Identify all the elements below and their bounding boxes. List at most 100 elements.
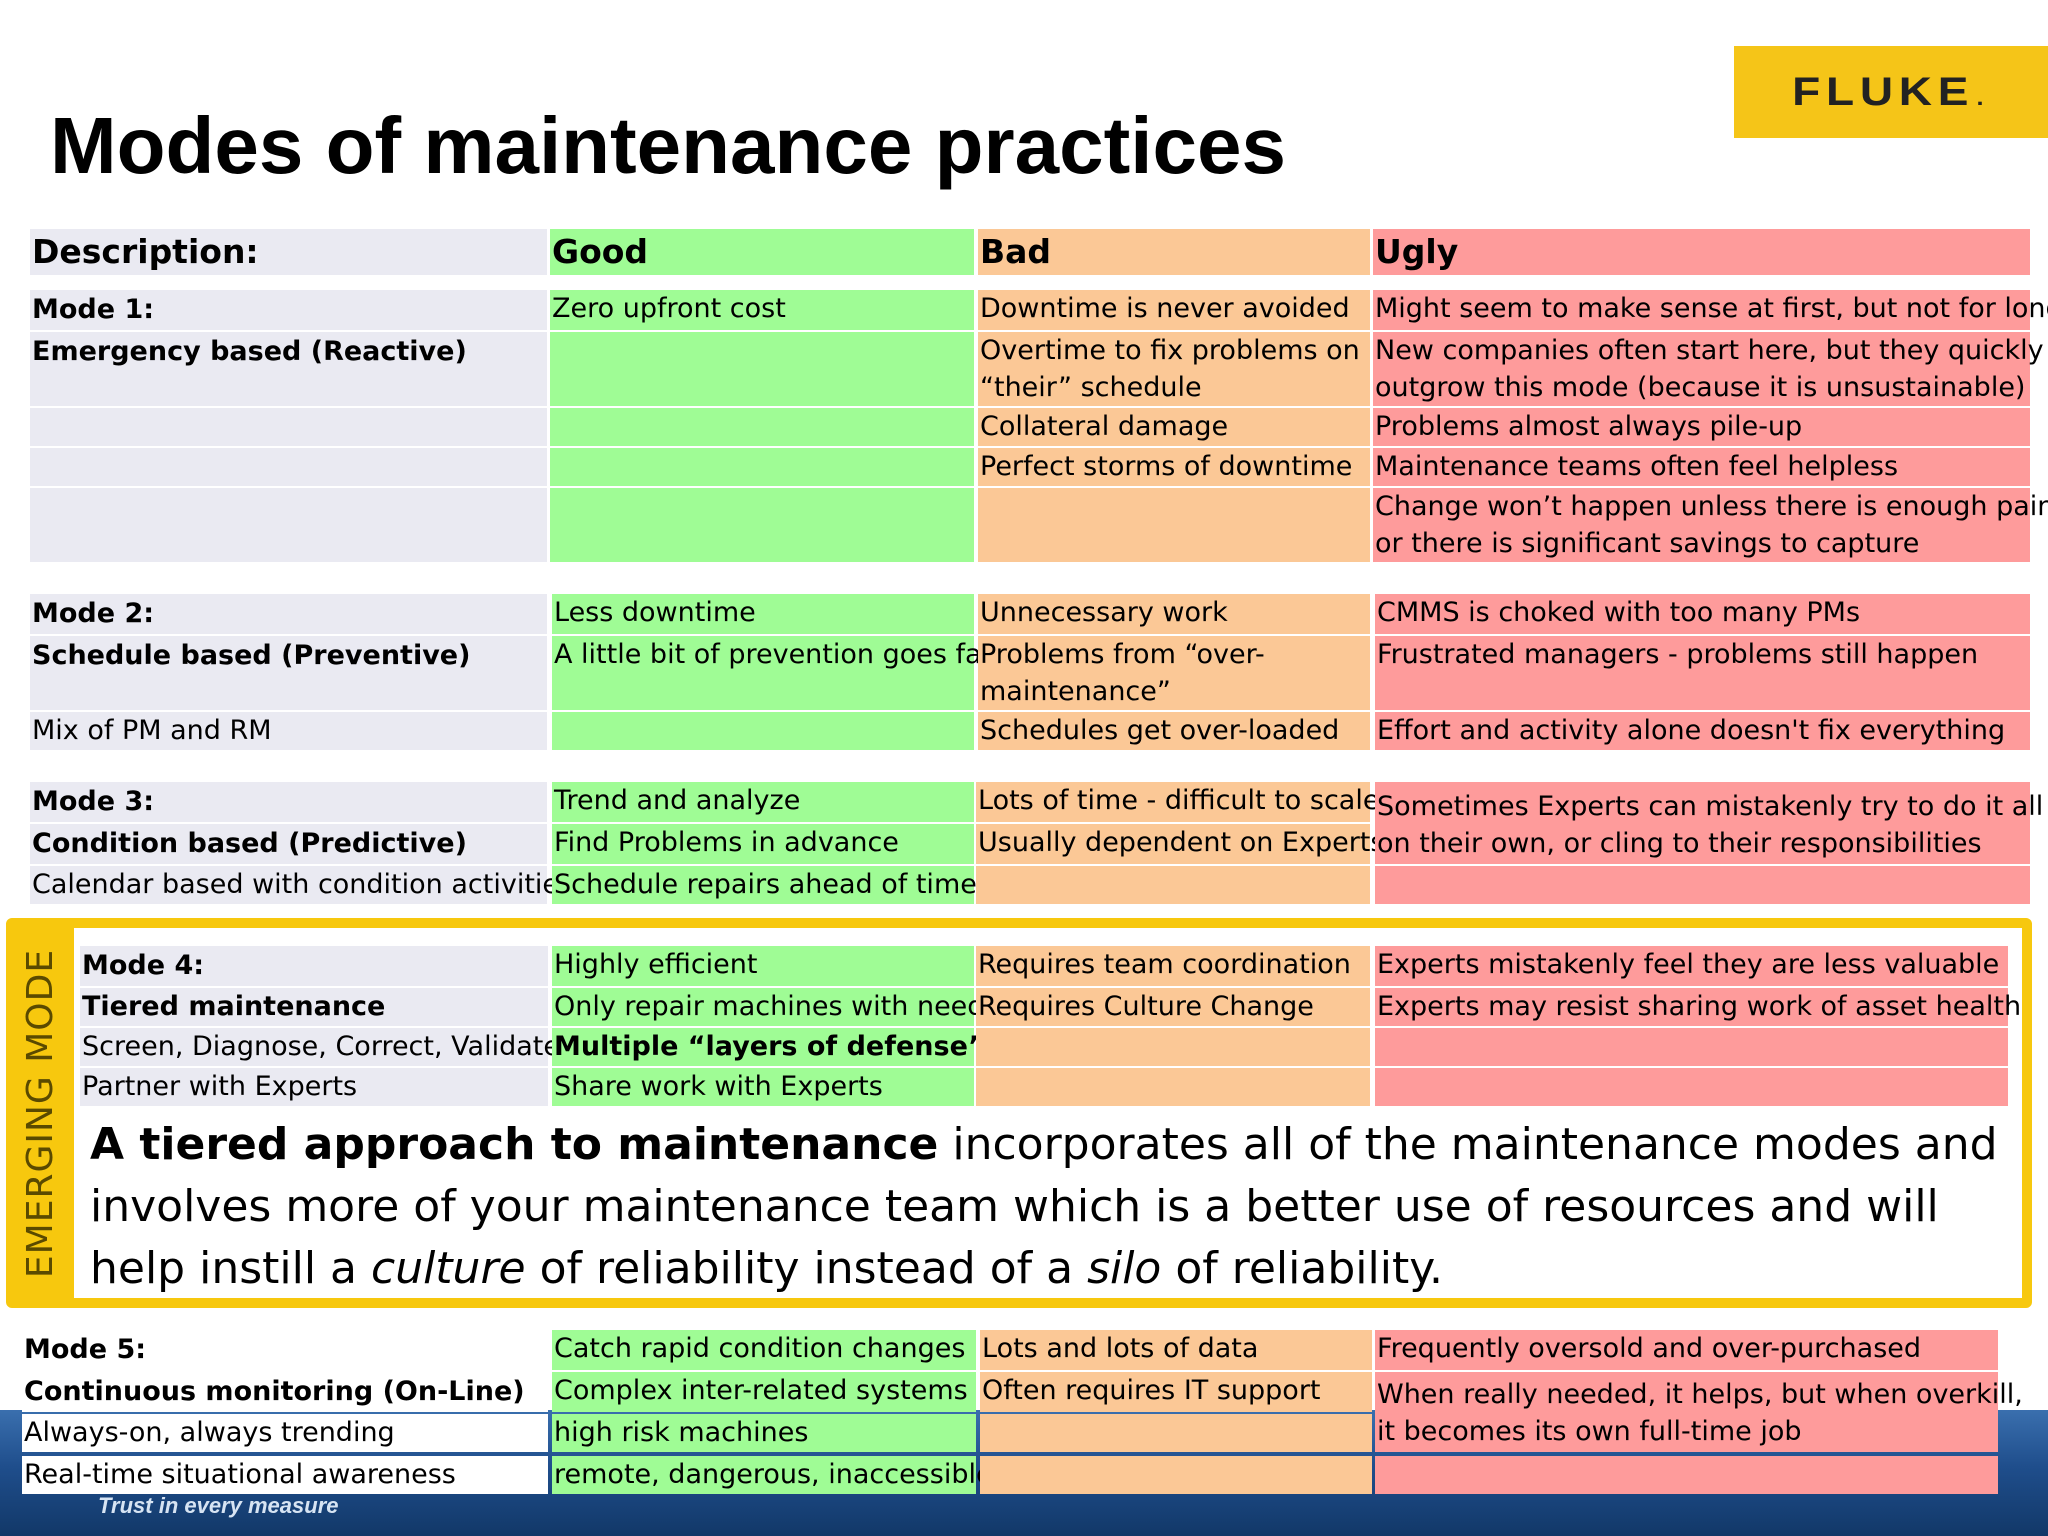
mode2-bad-3: Schedules get over-loaded <box>978 712 1370 750</box>
header-ugly: Ugly <box>1373 229 2030 275</box>
mode3-good-2: Find Problems in advance <box>552 824 974 864</box>
mode1-bad-empty <box>978 488 1370 562</box>
mode4-good-4: Share work with Experts <box>552 1068 974 1106</box>
mode4-title: Mode 4: <box>80 946 548 986</box>
mode2-ugly-1: CMMS is choked with too many PMs <box>1375 594 2030 634</box>
mode2-bad-1: Unnecessary work <box>978 594 1370 634</box>
mode3-good-1: Trend and analyze <box>552 782 974 822</box>
mode2-title: Mode 2: <box>30 594 547 634</box>
mode4-desc-4: Partner with Experts <box>80 1068 548 1106</box>
header-bad: Bad <box>978 229 1370 275</box>
mode4-ugly-empty <box>1375 1028 2008 1066</box>
mode1-good-empty <box>550 408 974 446</box>
mode3-ugly-1: Sometimes Experts can mistakenly try to … <box>1375 782 2044 864</box>
mode2-desc-3: Mix of PM and RM <box>30 712 547 750</box>
mode2-bad-2-line1: Problems from “over- <box>980 639 1265 670</box>
mode3-good-3: Schedule repairs ahead of time <box>552 866 977 904</box>
mode1-bad-4: Perfect storms of downtime <box>978 448 1370 486</box>
mode1-good-empty <box>550 488 974 562</box>
mode1-ugly-1: Might seem to make sense at first, but n… <box>1373 290 2048 330</box>
mode4-ugly-2: Experts may resist sharing work of asset… <box>1375 988 2021 1026</box>
mode5-bad-empty <box>980 1414 1372 1452</box>
mode3-ugly-1-line1: Sometimes Experts can mistakenly try to … <box>1377 791 2044 822</box>
mode1-bad-2: Overtime to fix problems on “their” sche… <box>978 332 1370 406</box>
mode2-bad-2: Problems from “over- maintenance” <box>978 636 1370 710</box>
mode5-bad-empty <box>980 1456 1372 1494</box>
mode1-bad-1: Downtime is never avoided <box>978 290 1370 330</box>
mode1-desc-empty <box>30 448 547 486</box>
summary-italic-silo: silo <box>1087 1243 1162 1294</box>
mode1-subtitle: Emergency based (Reactive) <box>30 332 547 406</box>
mode1-ugly-5-line2: or there is significant savings to captu… <box>1375 528 1920 559</box>
mode4-good-1: Highly efficient <box>552 946 974 986</box>
mode5-good-1: Catch rapid condition changes <box>552 1330 976 1370</box>
mode1-desc-empty <box>30 488 547 562</box>
mode2-good-empty <box>552 712 974 750</box>
mode4-ugly-empty <box>1375 1068 2008 1106</box>
mode5-bad-1: Lots and lots of data <box>980 1330 1372 1370</box>
mode1-ugly-5-line1: Change won’t happen unless there is enou… <box>1375 491 2048 522</box>
mode5-desc-3: Always-on, always trending <box>22 1414 548 1452</box>
mode5-desc-4: Real-time situational awareness <box>22 1456 548 1494</box>
mode1-bad-2-line2: “their” schedule <box>980 372 1202 403</box>
emerging-summary: A tiered approach to maintenance incorpo… <box>90 1114 2020 1300</box>
fluke-logo: FLUKE <box>1734 46 2048 138</box>
mode5-subtitle: Continuous monitoring (On-Line) <box>22 1372 548 1412</box>
emerging-mode-label-text: EMERGING MODE <box>20 948 62 1278</box>
mode1-desc-empty <box>30 408 547 446</box>
mode3-subtitle: Condition based (Predictive) <box>30 824 547 864</box>
mode5-ugly-2-line2: it becomes its own full-time job <box>1377 1416 1802 1447</box>
mode1-good-1: Zero upfront cost <box>550 290 974 330</box>
mode4-good-3: Multiple “layers of defense” <box>552 1028 986 1066</box>
mode1-ugly-2-line1: New companies often start here, but they… <box>1375 335 2044 366</box>
mode4-ugly-1: Experts mistakenly feel they are less va… <box>1375 946 2008 986</box>
mode5-ugly-empty <box>1375 1456 1998 1494</box>
summary-part3: of reliability. <box>1161 1243 1443 1294</box>
mode3-ugly-empty <box>1375 866 2030 904</box>
mode4-good-2: Only repair machines with need <box>552 988 984 1026</box>
mode4-bad-2: Requires Culture Change <box>976 988 1370 1026</box>
mode1-bad-2-line1: Overtime to fix problems on <box>980 335 1360 366</box>
mode3-bad-empty <box>976 866 1370 904</box>
mode4-subtitle: Tiered maintenance <box>80 988 548 1026</box>
mode1-bad-3: Collateral damage <box>978 408 1370 446</box>
mode2-bad-2-line2: maintenance” <box>980 676 1171 707</box>
header-good: Good <box>550 229 974 275</box>
summary-bold-lead: A tiered approach to maintenance <box>90 1119 939 1170</box>
logo-text: FLUKE <box>1792 70 1989 115</box>
page-title: Modes of maintenance practices <box>50 101 1286 190</box>
emerging-mode-label: EMERGING MODE <box>8 928 74 1298</box>
mode1-title: Mode 1: <box>30 290 547 330</box>
mode1-ugly-5: Change won’t happen unless there is enou… <box>1373 488 2048 562</box>
mode1-ugly-4: Maintenance teams often feel helpless <box>1373 448 2030 486</box>
mode4-bad-1: Requires team coordination <box>976 946 1370 986</box>
mode4-bad-empty <box>976 1028 1370 1066</box>
mode3-desc-3: Calendar based with condition activities <box>30 866 573 904</box>
mode3-title: Mode 3: <box>30 782 547 822</box>
mode1-ugly-3: Problems almost always pile-up <box>1373 408 2030 446</box>
summary-part2: of reliability instead of a <box>525 1243 1088 1294</box>
mode5-bad-2: Often requires IT support <box>980 1372 1372 1412</box>
mode2-ugly-2: Frustrated managers - problems still hap… <box>1375 636 2030 710</box>
mode2-ugly-3: Effort and activity alone doesn't fix ev… <box>1375 712 2030 750</box>
mode1-good-empty <box>550 448 974 486</box>
mode5-good-2: Complex inter-related systems <box>552 1372 976 1412</box>
summary-part1: incorporates all of the maintenance mode… <box>90 1119 1998 1294</box>
mode1-ugly-2: New companies often start here, but they… <box>1373 332 2044 406</box>
mode5-ugly-1: Frequently oversold and over-purchased <box>1375 1330 1998 1370</box>
mode2-good-1: Less downtime <box>552 594 974 634</box>
mode5-ugly-2-line1: When really needed, it helps, but when o… <box>1377 1379 2023 1410</box>
mode5-good-3: high risk machines <box>552 1414 976 1452</box>
mode4-desc-3: Screen, Diagnose, Correct, Validate <box>80 1028 560 1066</box>
summary-italic-culture: culture <box>371 1243 526 1294</box>
mode5-good-4: remote, dangerous, inaccessible <box>552 1456 993 1494</box>
mode3-ugly-1-line2: on their own, or cling to their responsi… <box>1377 828 1982 859</box>
mode1-good-empty <box>550 332 974 406</box>
header-description: Description: <box>30 229 547 275</box>
mode1-ugly-2-line2: outgrow this mode (because it is unsusta… <box>1375 372 2026 403</box>
mode4-bad-empty <box>976 1068 1370 1106</box>
mode5-ugly-2: When really needed, it helps, but when o… <box>1375 1372 2023 1452</box>
mode2-subtitle: Schedule based (Preventive) <box>30 636 547 710</box>
mode3-bad-1: Lots of time - difficult to scale <box>976 782 1379 822</box>
mode5-title: Mode 5: <box>22 1330 548 1370</box>
